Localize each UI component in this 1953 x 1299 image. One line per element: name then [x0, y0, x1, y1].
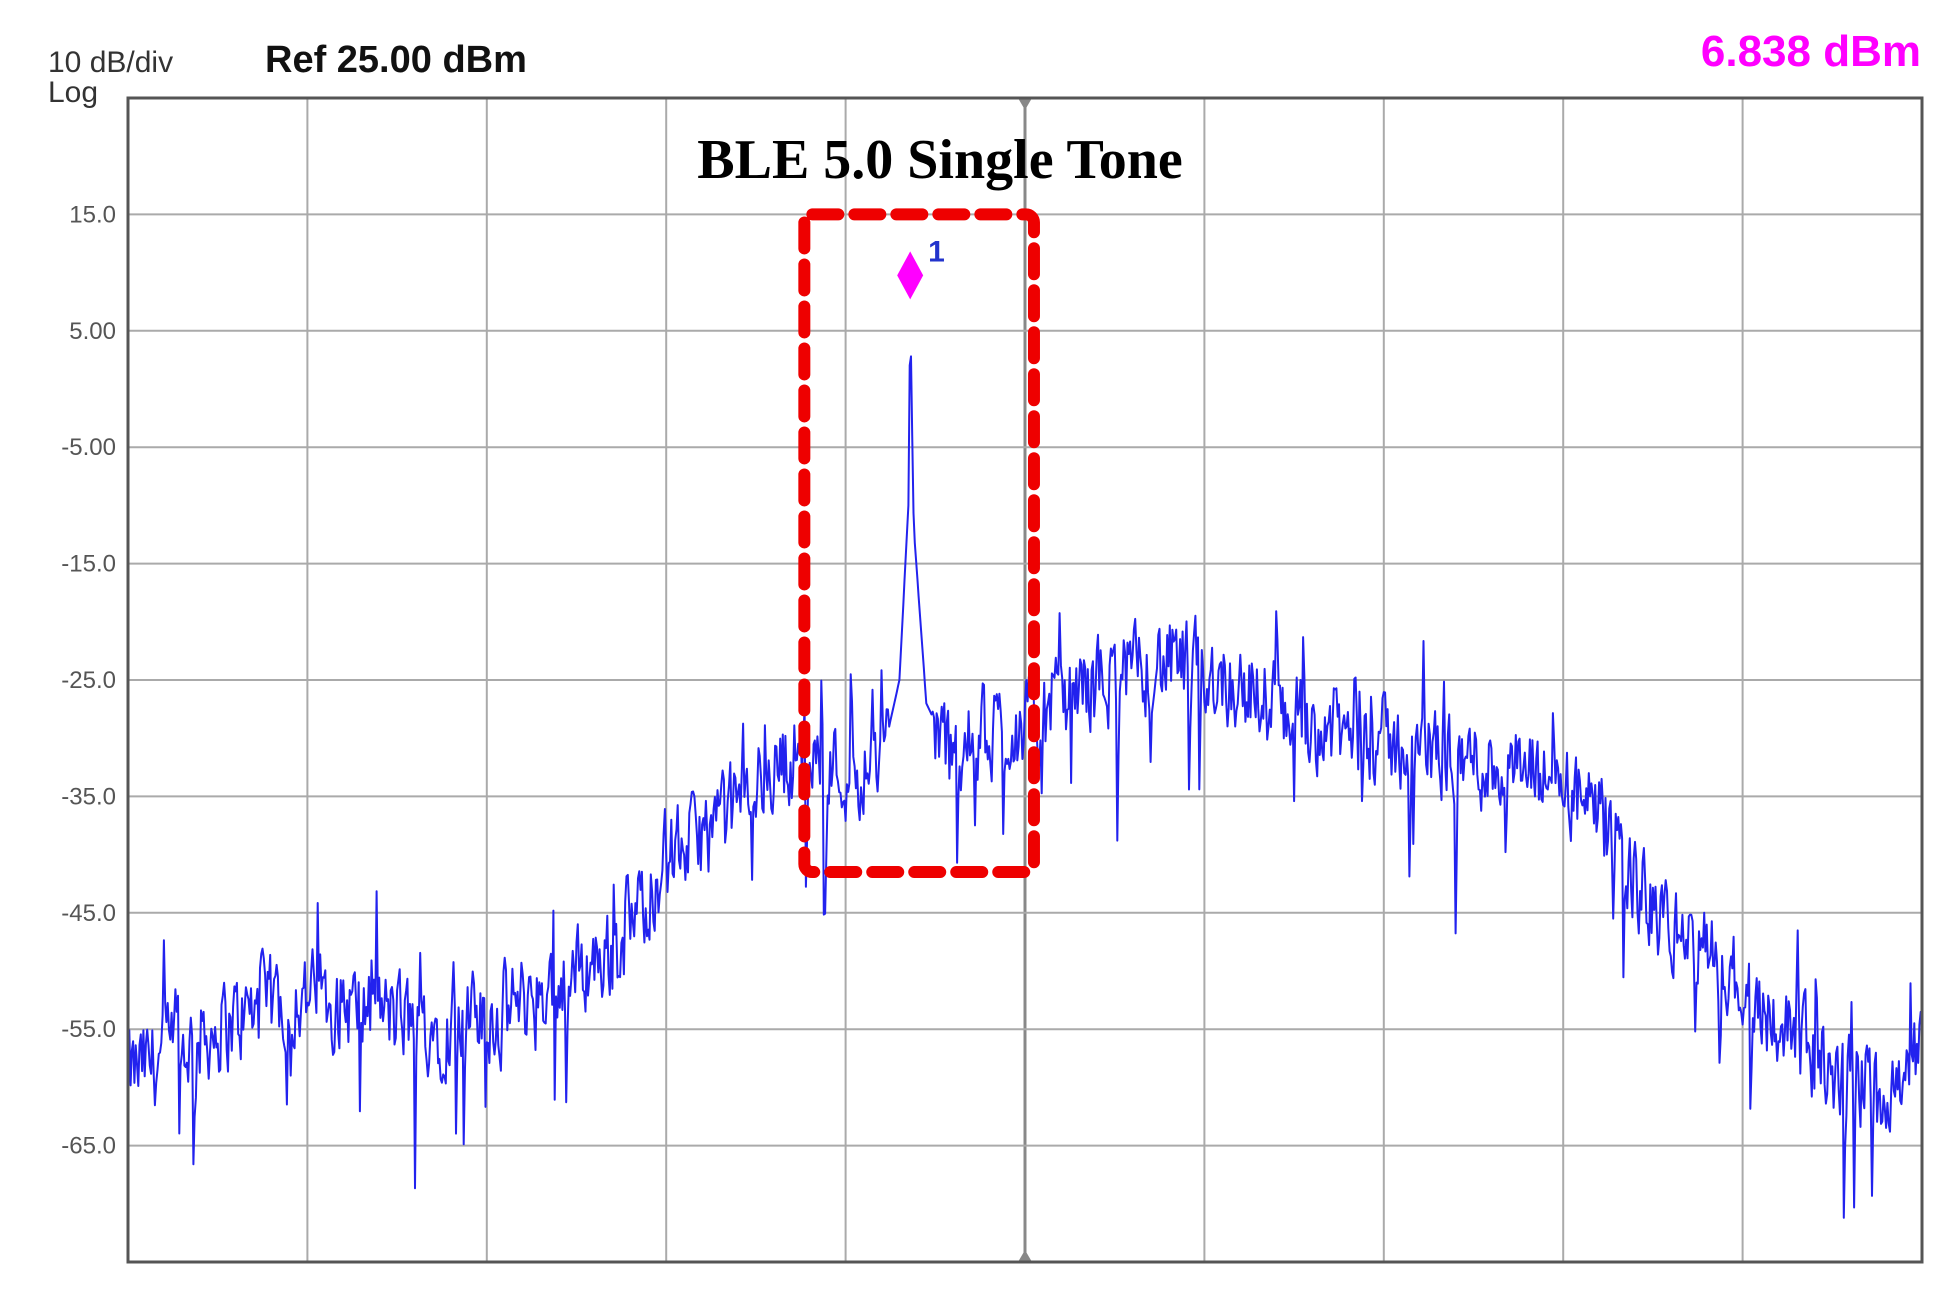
highlight-box	[798, 208, 1040, 879]
plot-grid	[128, 98, 1922, 1262]
marker-label: 1	[928, 235, 945, 268]
y-tick-label: 15.0	[69, 201, 116, 228]
marker-layer: 1	[897, 235, 945, 300]
center-marker-top	[1018, 98, 1032, 110]
marker-diamond-icon	[897, 251, 924, 300]
y-axis-tick-labels: 15.0 5.00 -5.00 -15.0 -25.0 -35.0 -45.0 -55.0 -6…	[61, 201, 116, 1159]
reference-level: Ref 25.00 dBm	[265, 39, 527, 81]
y-tick-label: -45.0	[61, 900, 116, 927]
trace-layer	[127, 355, 1923, 1219]
highlight-layer	[798, 208, 1040, 879]
y-tick-label: -55.0	[61, 1016, 116, 1043]
y-tick-label: 5.00	[69, 318, 116, 345]
scale-per-division: 10 dB/div	[48, 46, 174, 79]
scale-mode: Log	[48, 76, 99, 109]
plot-frame	[126, 96, 1924, 1264]
spectrum-trace	[127, 355, 1923, 1219]
y-tick-label: -5.00	[61, 434, 116, 461]
y-tick-label: -35.0	[61, 783, 116, 810]
y-tick-label: -25.0	[61, 667, 116, 694]
center-marker-bottom	[1018, 1250, 1032, 1262]
y-tick-label: -65.0	[61, 1133, 116, 1160]
marker-readout: 6.838 dBm	[1700, 27, 1921, 76]
chart-title: BLE 5.0 Single Tone	[697, 129, 1183, 191]
y-tick-label: -15.0	[61, 551, 116, 578]
